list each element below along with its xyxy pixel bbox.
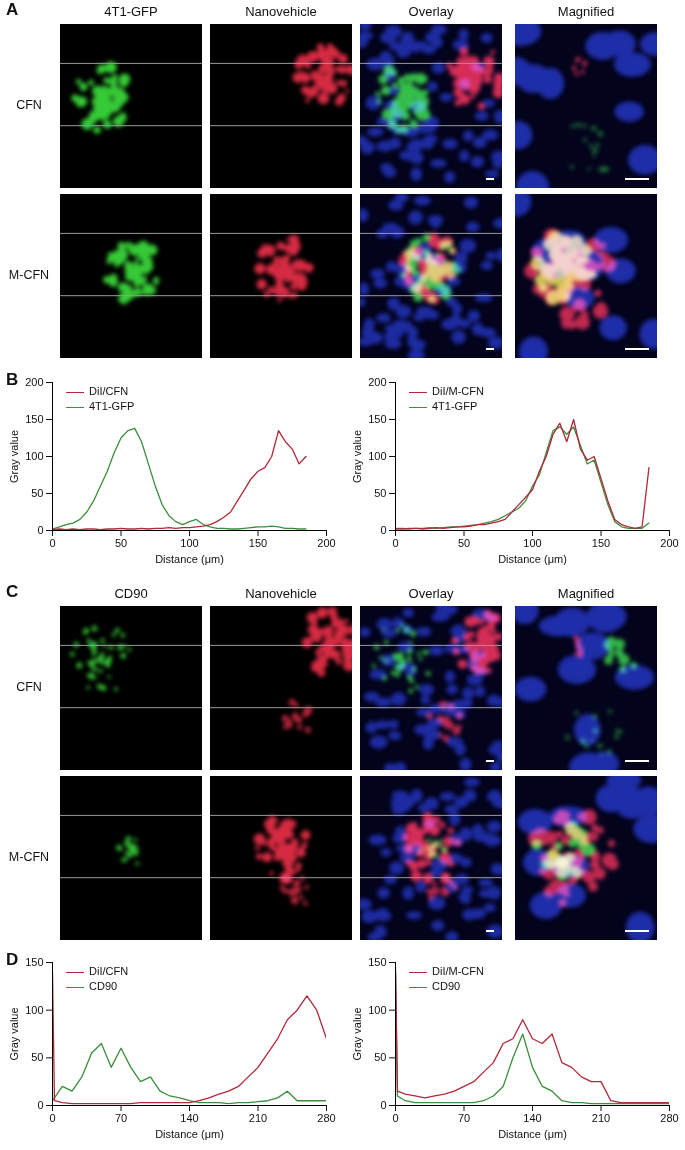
html-text:4T1-GFP: 4T1-GFP — [89, 400, 135, 412]
svg-text:50: 50 — [31, 487, 43, 499]
svg-text:0: 0 — [380, 524, 386, 536]
html-text:4T1-GFP: 4T1-GFP — [104, 4, 158, 19]
svg-text:100: 100 — [523, 537, 541, 549]
html-text:DiI/M-CFN: DiI/M-CFN — [432, 965, 484, 977]
svg-text:50: 50 — [115, 537, 127, 549]
svg-text:50: 50 — [374, 487, 386, 499]
html-text:M-CFN: M-CFN — [8, 268, 50, 282]
html-text:CD90: CD90 — [432, 980, 461, 992]
svg-text:100: 100 — [180, 537, 198, 549]
svg-text:210: 210 — [592, 1112, 610, 1124]
svg-text:0: 0 — [37, 1099, 43, 1111]
svg-text:Gray value: Gray value — [351, 1007, 363, 1060]
html-text:DiI/CFN: DiI/CFN — [89, 965, 129, 977]
svg-text:Gray value: Gray value — [8, 430, 20, 483]
svg-text:Gray value: Gray value — [351, 430, 363, 483]
svg-text:200: 200 — [25, 376, 43, 388]
svg-text:70: 70 — [458, 1112, 470, 1124]
svg-text:200: 200 — [368, 376, 386, 388]
html-text:DiI/CFN: DiI/CFN — [89, 385, 129, 397]
svg-text:280: 280 — [660, 1112, 678, 1124]
svg-text:150: 150 — [368, 956, 386, 968]
svg-text:150: 150 — [25, 956, 43, 968]
svg-text:0: 0 — [380, 1099, 386, 1111]
svg-text:280: 280 — [317, 1112, 335, 1124]
svg-text:Gray value: Gray value — [8, 1007, 20, 1060]
svg-text:200: 200 — [317, 537, 335, 549]
svg-text:0: 0 — [392, 537, 398, 549]
svg-text:0: 0 — [392, 1112, 398, 1124]
svg-text:Distance (μm): Distance (μm) — [498, 553, 567, 565]
svg-text:210: 210 — [249, 1112, 267, 1124]
html-text:Nanovehicle: Nanovehicle — [245, 4, 317, 19]
html-text:DiI/M-CFN: DiI/M-CFN — [432, 385, 484, 397]
svg-text:100: 100 — [25, 450, 43, 462]
svg-text:Distance (μm): Distance (μm) — [498, 1128, 567, 1140]
html-text:CD90: CD90 — [114, 586, 148, 601]
html-text:D: D — [6, 950, 19, 969]
html-text:C: C — [6, 582, 19, 601]
html-text:A: A — [6, 0, 19, 19]
svg-text:150: 150 — [249, 537, 267, 549]
svg-text:50: 50 — [374, 1051, 386, 1063]
svg-text:50: 50 — [31, 1051, 43, 1063]
html-text:4T1-GFP: 4T1-GFP — [432, 400, 478, 412]
html-text:Overlay: Overlay — [408, 4, 454, 19]
html-text:CFN: CFN — [16, 680, 42, 694]
svg-text:140: 140 — [180, 1112, 198, 1124]
svg-text:0: 0 — [49, 1112, 55, 1124]
svg-text:140: 140 — [523, 1112, 541, 1124]
svg-text:Distance (μm): Distance (μm) — [155, 553, 224, 565]
html-text:M-CFN: M-CFN — [8, 850, 50, 864]
svg-text:100: 100 — [368, 450, 386, 462]
svg-text:70: 70 — [115, 1112, 127, 1124]
html-text:Magnified: Magnified — [557, 4, 615, 19]
html-text:CFN: CFN — [16, 98, 42, 112]
html-text:Nanovehicle: Nanovehicle — [245, 586, 317, 601]
html-text:Overlay: Overlay — [408, 586, 454, 601]
svg-text:100: 100 — [25, 1004, 43, 1016]
html-text:B: B — [6, 370, 19, 389]
svg-text:0: 0 — [37, 524, 43, 536]
svg-text:100: 100 — [368, 1004, 386, 1016]
svg-text:0: 0 — [49, 537, 55, 549]
svg-text:150: 150 — [592, 537, 610, 549]
html-text:Magnified: Magnified — [557, 586, 615, 601]
svg-text:50: 50 — [458, 537, 470, 549]
svg-text:150: 150 — [368, 413, 386, 425]
svg-text:150: 150 — [25, 413, 43, 425]
svg-text:200: 200 — [660, 537, 678, 549]
svg-text:Distance (μm): Distance (μm) — [155, 1128, 224, 1140]
html-text:CD90: CD90 — [89, 980, 118, 992]
